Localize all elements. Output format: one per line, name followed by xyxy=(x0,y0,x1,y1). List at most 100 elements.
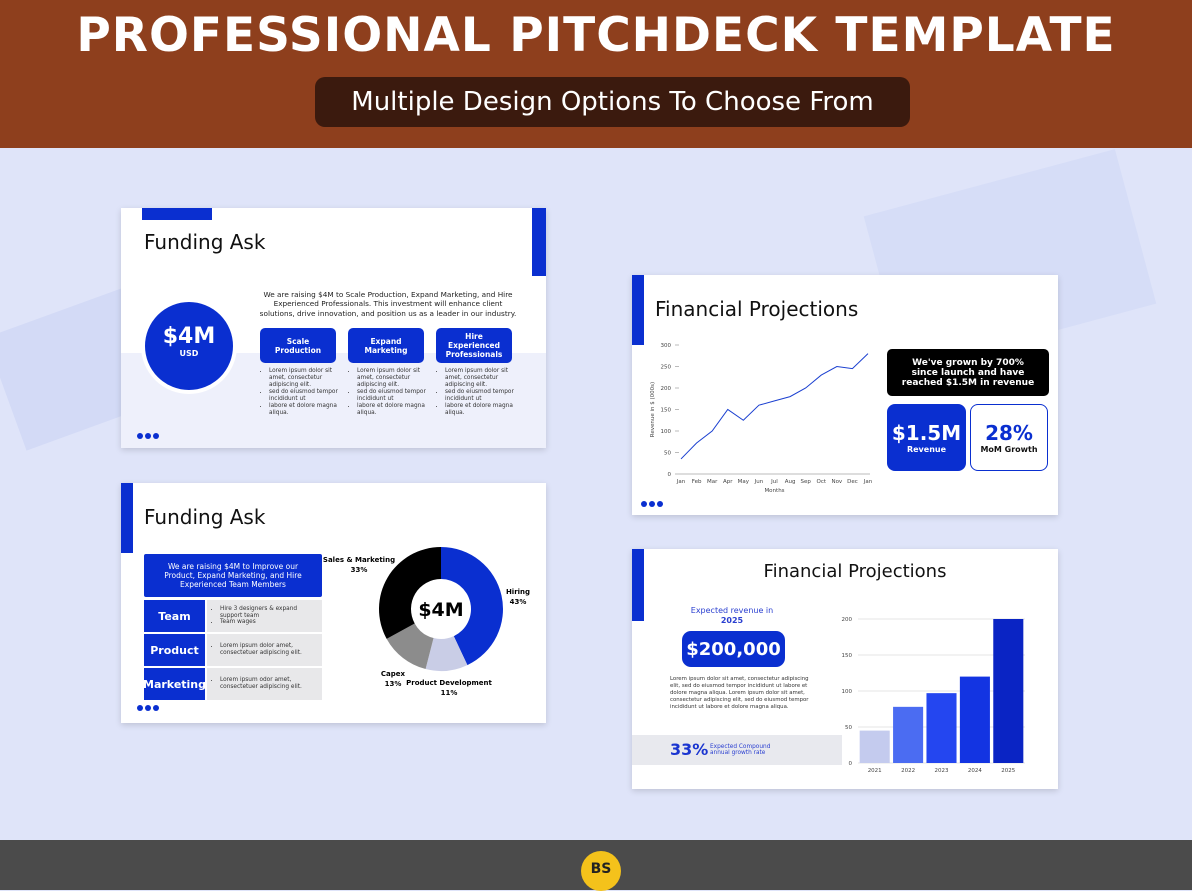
center-label: $4M xyxy=(418,599,463,621)
amount: $4M xyxy=(162,324,216,349)
bullet: labore et dolore magna aliqua. xyxy=(269,403,338,417)
slide-title: Financial Projections xyxy=(763,561,947,582)
slice-value: 33% xyxy=(351,566,368,574)
x-tick-label: Nov xyxy=(831,479,842,485)
y-tick-label: 200 xyxy=(842,617,853,623)
body: Lorem ipsum dolor sit amet, consectetur … xyxy=(670,676,809,711)
line-chart: 0 50 100 150 200 250 300 Jan Feb Mar Apr May Jun Jul A… xyxy=(650,343,873,494)
slide: Financial Projections Expected revenue i… xyxy=(632,549,1058,789)
bar-chart: 0 50 100 150 200 2021 2022 2023 2024 2025 xyxy=(842,617,1025,774)
bullet-list: Lorem ipsum dolor sit amet, consectetur … xyxy=(348,368,426,417)
x-tick-label: Aug xyxy=(785,479,796,485)
y-tick-label: 300 xyxy=(661,343,672,349)
slice-value: 43% xyxy=(510,598,527,606)
bar xyxy=(859,730,890,763)
slice-label: Product Development xyxy=(406,679,492,687)
bar xyxy=(926,693,957,763)
bullet: Team wages xyxy=(220,619,318,626)
stat-value: 28% xyxy=(985,421,1033,445)
bullet: labore et dolore magna aliqua. xyxy=(445,403,514,417)
column-heading: Expand Marketing xyxy=(348,328,424,363)
donut-slice xyxy=(379,547,441,639)
bullet: Hire 3 designers & expand support team xyxy=(220,606,318,620)
column-heading: Hire Experienced Professionals xyxy=(436,328,512,363)
x-tick-label: 2025 xyxy=(1001,768,1015,774)
y-tick-label: 0 xyxy=(668,472,672,478)
y-tick-label: 100 xyxy=(661,429,672,435)
line xyxy=(680,353,869,460)
bar xyxy=(993,619,1024,763)
stat-value: $1.5M xyxy=(891,421,962,445)
y-tick-label: 150 xyxy=(661,408,672,414)
slice-label: Hiring xyxy=(506,588,530,596)
accent xyxy=(632,549,644,621)
cagr-label: Expected Compound annual growth rate xyxy=(710,744,771,756)
dots xyxy=(137,433,159,439)
x-tick-label: 2024 xyxy=(968,768,982,774)
x-tick-label: May xyxy=(738,479,750,485)
bullet: sed do eiusmod tempor incididunt ut xyxy=(269,389,338,403)
slide: Funding Ask $4M USD We are raising $4M t… xyxy=(121,208,546,448)
y-tick-label: 200 xyxy=(661,386,672,392)
slide-title: Financial Projections xyxy=(655,297,859,321)
slide: Financial Projections 0 50 100 150 200 250 300… xyxy=(632,275,1058,515)
bullet-list: Lorem ipsum dolor amet, consectetuer adi… xyxy=(211,643,318,657)
bullet: Lorem ipsum dolor sit amet, consectetur … xyxy=(357,368,426,389)
stat: $1.5M Revenue xyxy=(887,404,966,471)
x-tick-label: Dec xyxy=(847,479,858,485)
x-tick-label: Feb xyxy=(692,479,702,485)
donut-slice xyxy=(441,547,503,666)
dots xyxy=(137,705,159,711)
logo: BS xyxy=(581,851,621,891)
x-tick-label: Sep xyxy=(800,479,811,485)
slice-label: Sales & Marketing xyxy=(323,556,395,564)
caption: Expected revenue in xyxy=(690,606,774,615)
slide-title: Funding Ask xyxy=(144,230,266,254)
x-tick-label: Oct xyxy=(816,479,826,485)
stat: 28% MoM Growth xyxy=(970,404,1048,471)
bullet-list: Lorem ipsum dolor sit amet, consectetur … xyxy=(260,368,338,417)
row-label: Team xyxy=(144,600,205,632)
intro: We are raising $4M to Scale Production, … xyxy=(259,290,517,318)
x-tick-label: Mar xyxy=(707,479,718,485)
accent xyxy=(121,483,133,553)
stat-label: MoM Growth xyxy=(980,445,1038,454)
cagr-band xyxy=(632,735,842,765)
row-label: Product xyxy=(144,634,205,666)
cagr: 33% xyxy=(670,740,709,759)
accent xyxy=(632,275,644,345)
x-tick-label: Jan xyxy=(863,479,873,485)
bullet: labore et dolore magna aliqua. xyxy=(357,403,426,417)
column-heading: Scale Production xyxy=(260,328,336,363)
bullet: sed do eiusmod tempor incididunt ut xyxy=(445,389,514,403)
x-tick-label: 2022 xyxy=(901,768,915,774)
slice-value: 13% xyxy=(385,680,402,688)
bullet-list: Lorem ipsum dolor sit amet, consectetur … xyxy=(436,368,514,417)
revenue: $200,000 xyxy=(682,631,785,667)
bullet: Lorem ipsum odor amet, consectetuer adip… xyxy=(220,677,318,691)
accent xyxy=(532,208,546,276)
row-label: Marketing xyxy=(143,668,206,700)
y-tick-label: 100 xyxy=(842,689,853,695)
donut-slice xyxy=(425,636,468,671)
currency: USD xyxy=(179,349,199,358)
accent xyxy=(142,208,212,220)
row-detail: Lorem ipsum odor amet, consectetuer adip… xyxy=(207,668,322,700)
x-tick-label: Apr xyxy=(723,479,733,485)
stat-label: Revenue xyxy=(906,445,947,454)
bullet-list: Hire 3 designers & expand support teamTe… xyxy=(211,606,318,627)
slice-value: 11% xyxy=(441,689,458,697)
row-detail: Hire 3 designers & expand support teamTe… xyxy=(207,600,322,632)
y-tick-label: 50 xyxy=(845,725,852,731)
bar xyxy=(893,706,924,763)
bullet: Lorem ipsum dolor sit amet, consectetur … xyxy=(445,368,514,389)
x-tick-label: 2023 xyxy=(935,768,949,774)
y-tick-label: 0 xyxy=(849,761,853,767)
highlight: We've grown by 700% since launch and hav… xyxy=(887,349,1049,396)
bullet-list: Lorem ipsum odor amet, consectetuer adip… xyxy=(211,677,318,691)
slide: Funding Ask We are raising $4M to Improv… xyxy=(121,483,546,723)
amount-circle: $4M USD xyxy=(141,298,237,394)
y-axis-label: Revenue in $ (000s) xyxy=(650,382,656,437)
y-tick-label: 50 xyxy=(664,451,671,457)
